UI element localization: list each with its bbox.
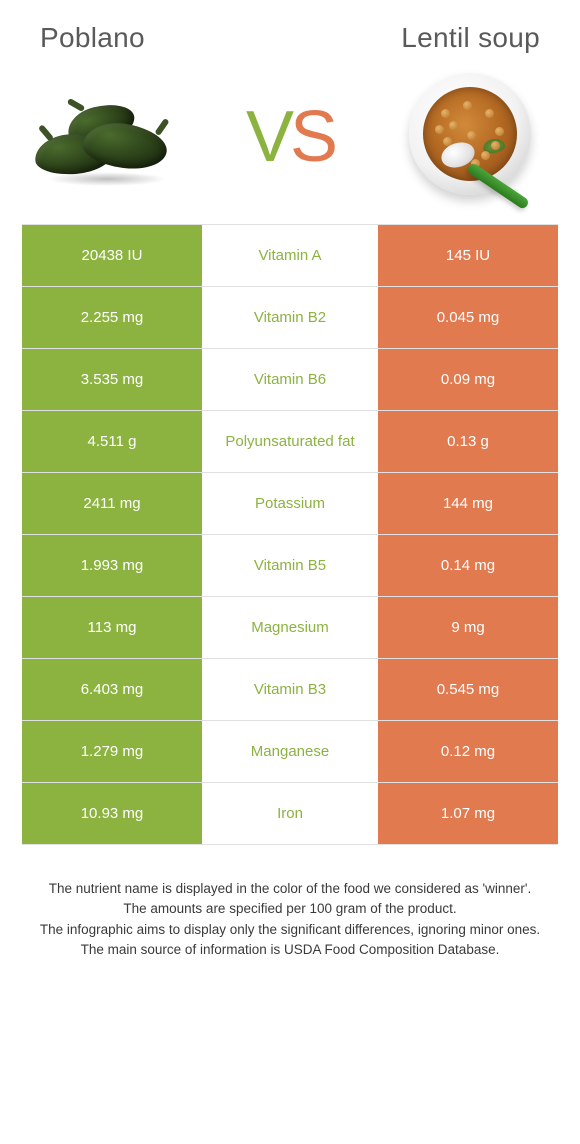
table-row: 1.279 mgManganese0.12 mg: [22, 721, 558, 783]
header: Poblano Lentil soup: [0, 0, 580, 54]
left-value: 20438 IU: [22, 225, 202, 286]
vs-v: V: [246, 97, 290, 177]
right-value: 0.045 mg: [378, 287, 558, 348]
right-food-title: Lentil soup: [401, 22, 540, 54]
right-value: 1.07 mg: [378, 783, 558, 844]
right-value: 0.14 mg: [378, 535, 558, 596]
table-row: 10.93 mgIron1.07 mg: [22, 783, 558, 845]
left-value: 1.279 mg: [22, 721, 202, 782]
right-value: 144 mg: [378, 473, 558, 534]
left-value: 10.93 mg: [22, 783, 202, 844]
nutrient-name: Vitamin B3: [202, 659, 378, 720]
poblano-image: [28, 72, 188, 202]
table-row: 2.255 mgVitamin B20.045 mg: [22, 287, 558, 349]
right-value: 9 mg: [378, 597, 558, 658]
right-value: 0.09 mg: [378, 349, 558, 410]
nutrient-name: Polyunsaturated fat: [202, 411, 378, 472]
left-food-title: Poblano: [40, 22, 145, 54]
nutrient-name: Potassium: [202, 473, 378, 534]
nutrient-table: 20438 IUVitamin A145 IU2.255 mgVitamin B…: [22, 224, 558, 845]
vs-label: VS: [246, 101, 334, 173]
footer-line: The amounts are specified per 100 gram o…: [34, 899, 546, 919]
table-row: 1.993 mgVitamin B50.14 mg: [22, 535, 558, 597]
nutrient-name: Vitamin B5: [202, 535, 378, 596]
table-row: 4.511 gPolyunsaturated fat0.13 g: [22, 411, 558, 473]
table-row: 20438 IUVitamin A145 IU: [22, 225, 558, 287]
left-value: 3.535 mg: [22, 349, 202, 410]
left-value: 2411 mg: [22, 473, 202, 534]
left-value: 4.511 g: [22, 411, 202, 472]
right-value: 0.13 g: [378, 411, 558, 472]
right-value: 0.12 mg: [378, 721, 558, 782]
left-value: 6.403 mg: [22, 659, 202, 720]
images-row: VS: [0, 54, 580, 224]
nutrient-name: Manganese: [202, 721, 378, 782]
lentil-soup-image: [392, 72, 552, 202]
table-row: 6.403 mgVitamin B30.545 mg: [22, 659, 558, 721]
table-row: 3.535 mgVitamin B60.09 mg: [22, 349, 558, 411]
vs-s: S: [290, 97, 334, 177]
nutrient-name: Vitamin B6: [202, 349, 378, 410]
right-value: 0.545 mg: [378, 659, 558, 720]
left-value: 2.255 mg: [22, 287, 202, 348]
nutrient-name: Vitamin A: [202, 225, 378, 286]
left-value: 1.993 mg: [22, 535, 202, 596]
right-value: 145 IU: [378, 225, 558, 286]
table-row: 113 mgMagnesium9 mg: [22, 597, 558, 659]
nutrient-name: Vitamin B2: [202, 287, 378, 348]
left-value: 113 mg: [22, 597, 202, 658]
footer-line: The infographic aims to display only the…: [34, 920, 546, 940]
footer-notes: The nutrient name is displayed in the co…: [34, 879, 546, 960]
footer-line: The main source of information is USDA F…: [34, 940, 546, 960]
table-row: 2411 mgPotassium144 mg: [22, 473, 558, 535]
nutrient-name: Iron: [202, 783, 378, 844]
nutrient-name: Magnesium: [202, 597, 378, 658]
footer-line: The nutrient name is displayed in the co…: [34, 879, 546, 899]
